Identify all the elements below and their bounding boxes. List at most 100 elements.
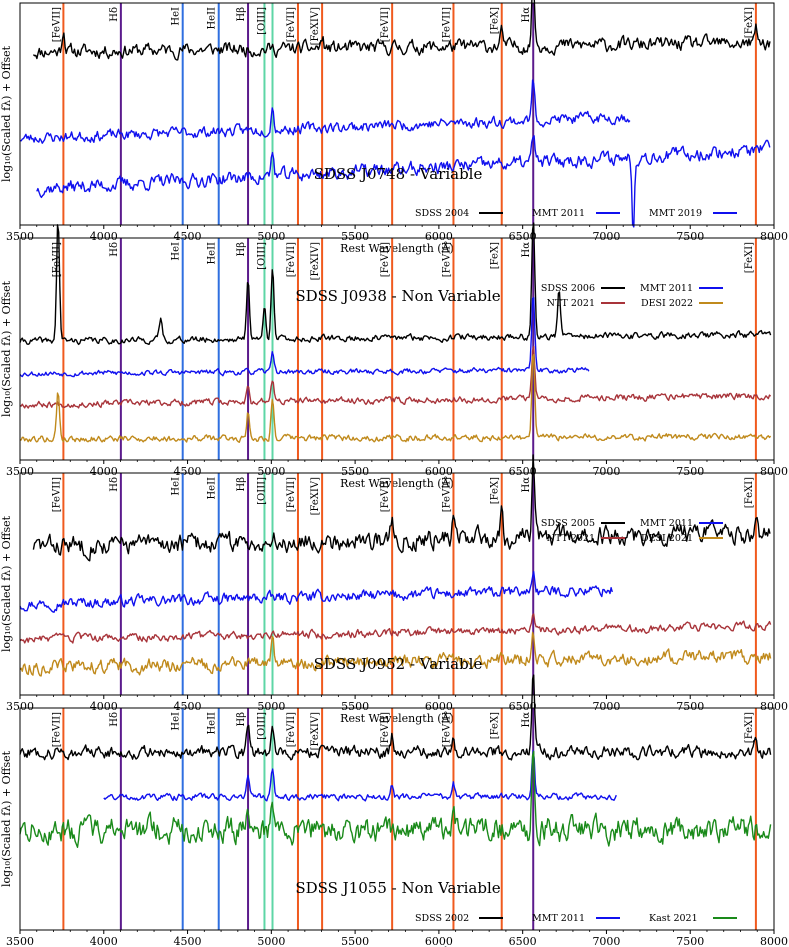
x-tick-label: 5000 — [257, 700, 285, 713]
x-tick-label: 3500 — [6, 700, 34, 713]
panel-1: [FeVII] Hδ HeI HeII Hβ [OIII] [FeVII] [FeXIV] [F… — [0, 0, 788, 255]
x-tick-label: 7500 — [676, 465, 704, 478]
spectrum-series-sdss-2005 — [32, 454, 771, 562]
emission-line-label: [FeVII] — [286, 7, 297, 42]
plot-frame — [19, 707, 775, 931]
x-tick-label: 4500 — [174, 230, 202, 243]
x-tick-label: 5500 — [341, 935, 369, 947]
emission-line-label: [FeVII] — [441, 712, 452, 747]
x-tick-label: 5500 — [341, 700, 369, 713]
emission-line-label: Hα — [521, 242, 532, 258]
x-tick-label: 8000 — [760, 465, 788, 478]
emission-line-label: [OIII] — [256, 477, 267, 505]
spectrum-series-sdss-2004 — [32, 0, 771, 61]
emission-line-label: [FeVII] — [441, 477, 452, 512]
emission-line-label: Hδ — [109, 712, 120, 727]
emission-line-label: [FeVII] — [286, 712, 297, 747]
emission-line-label: [FeX] — [490, 477, 501, 504]
legend-label: MMT 2011 — [532, 208, 585, 219]
emission-line-label: [FeVII] — [380, 712, 391, 747]
legend-label: DESI 2021 — [641, 533, 693, 544]
emission-line-label: HeII — [207, 712, 218, 735]
panel-3: [FeVII] Hδ HeI HeII Hβ [OIII] [FeVII] [FeXIV] [F… — [0, 454, 788, 725]
emission-line-label: [FeVII] — [286, 242, 297, 277]
emission-line-label: Hβ — [236, 242, 247, 257]
y-axis-label: log₁₀(Scaled fλ) + Offset — [0, 280, 13, 417]
spectrum-series-mmt-2019 — [36, 135, 771, 228]
emission-line-label: [FeX] — [490, 712, 501, 739]
x-tick-label: 3500 — [6, 935, 34, 947]
emission-line-label: [FeVII] — [51, 712, 62, 747]
emission-line-label: [FeVII] — [441, 242, 452, 277]
spectrum-series-mmt-2011 — [19, 571, 613, 613]
x-tick-label: 7000 — [592, 935, 620, 947]
x-axis-label: Rest Wavelength (Å) — [340, 711, 454, 725]
x-tick-label: 4000 — [90, 700, 118, 713]
emission-line-label: [OIII] — [256, 7, 267, 35]
x-tick-label: 7500 — [676, 700, 704, 713]
emission-line-label: [FeVII] — [380, 242, 391, 277]
x-tick-label: 8000 — [760, 230, 788, 243]
y-axis-label: log₁₀(Scaled fλ) + Offset — [0, 45, 13, 182]
y-axis-label: log₁₀(Scaled fλ) + Offset — [0, 750, 13, 887]
emission-line-label: HeI — [171, 712, 182, 731]
legend-label: NTT 2021 — [547, 533, 595, 544]
spectrum-series-ntt-2021 — [19, 345, 772, 409]
x-tick-label: 6000 — [425, 935, 453, 947]
emission-line-label: Hα — [521, 477, 532, 493]
plot-frame — [19, 2, 775, 226]
emission-line-label: [FeVII] — [380, 7, 391, 42]
spectrum-series-mmt-2011 — [19, 297, 590, 378]
x-tick-label: 4000 — [90, 465, 118, 478]
emission-line-label: HeI — [171, 7, 182, 26]
x-tick-label: 5500 — [341, 230, 369, 243]
emission-line-label: Hβ — [236, 712, 247, 727]
panel-title: SDSS J0938 - Non Variable — [295, 287, 500, 305]
emission-line-label: [OIII] — [256, 712, 267, 740]
spectrum-series-ntt-2021 — [19, 613, 772, 644]
emission-line-label: [FeXI] — [744, 712, 755, 743]
legend-label: SDSS 2005 — [541, 518, 595, 529]
emission-line-label: [FeVII] — [380, 477, 391, 512]
spectrum-series-desi-2022 — [19, 354, 772, 443]
emission-line-label: [FeVII] — [51, 477, 62, 512]
emission-line-label: [FeXIV] — [310, 477, 321, 516]
spectrum-series-desi-2021 — [19, 631, 772, 677]
x-axis-label: Rest Wavelength (Å) — [340, 241, 454, 255]
panel-title: SDSS J1055 - Non Variable — [295, 879, 500, 897]
x-tick-label: 5000 — [257, 465, 285, 478]
legend-label: MMT 2011 — [640, 283, 693, 294]
emission-line-label: Hδ — [109, 477, 120, 492]
emission-line-label: [FeVII] — [286, 477, 297, 512]
legend-label: MMT 2019 — [649, 208, 702, 219]
x-tick-label: 6000 — [425, 465, 453, 478]
emission-line-label: [OIII] — [256, 242, 267, 270]
legend-label: MMT 2011 — [532, 913, 585, 924]
x-tick-label: 6500 — [509, 700, 537, 713]
x-tick-label: 6500 — [509, 935, 537, 947]
x-tick-label: 7000 — [592, 465, 620, 478]
emission-line-label: Hδ — [109, 242, 120, 257]
x-tick-label: 4500 — [174, 700, 202, 713]
panel-2: [FeVII] Hδ HeI HeII Hβ [OIII] [FeVII] [FeXIV] [F… — [0, 222, 788, 490]
x-tick-label: 6000 — [425, 230, 453, 243]
spectrum-series-mmt-2011 — [103, 749, 617, 802]
spectrum-series-sdss-2002 — [19, 674, 772, 761]
emission-line-label: HeI — [171, 242, 182, 261]
legend-label: NTT 2021 — [547, 298, 595, 309]
emission-line-label: [FeX] — [490, 7, 501, 34]
x-tick-label: 8000 — [760, 700, 788, 713]
emission-line-label: HeI — [171, 477, 182, 496]
emission-line-label: [FeXI] — [744, 477, 755, 508]
emission-line-label: [FeVII] — [441, 7, 452, 42]
emission-line-label: HeII — [207, 477, 218, 500]
emission-line-label: HeII — [207, 7, 218, 30]
emission-line-label: Hα — [521, 712, 532, 728]
spectrum-series-mmt-2011 — [19, 79, 631, 144]
x-tick-label: 8000 — [760, 935, 788, 947]
x-axis-label: Rest Wavelength (Å) — [340, 476, 454, 490]
spectrum-series-sdss-2006 — [19, 222, 772, 346]
x-tick-label: 4500 — [174, 935, 202, 947]
x-tick-label: 6500 — [509, 230, 537, 243]
x-tick-label: 4500 — [174, 465, 202, 478]
